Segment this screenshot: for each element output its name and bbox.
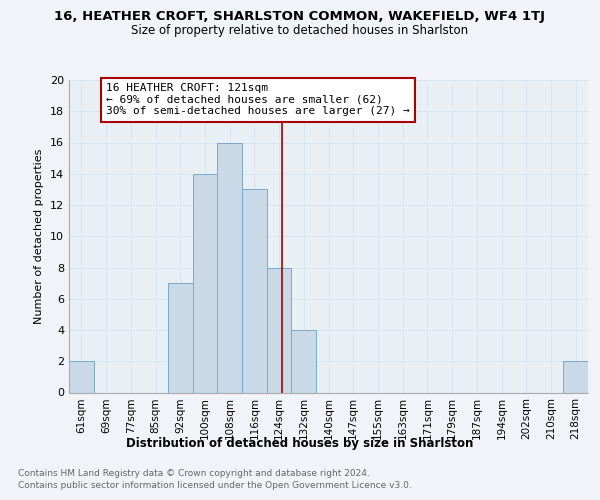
- Text: Distribution of detached houses by size in Sharlston: Distribution of detached houses by size …: [127, 438, 473, 450]
- Bar: [242, 190, 267, 392]
- Bar: [193, 174, 217, 392]
- Bar: [292, 330, 316, 392]
- Text: Contains HM Land Registry data © Crown copyright and database right 2024.: Contains HM Land Registry data © Crown c…: [18, 469, 370, 478]
- Bar: [267, 268, 292, 392]
- Bar: [168, 283, 193, 393]
- Bar: [563, 361, 588, 392]
- Text: 16, HEATHER CROFT, SHARLSTON COMMON, WAKEFIELD, WF4 1TJ: 16, HEATHER CROFT, SHARLSTON COMMON, WAK…: [55, 10, 545, 23]
- Text: Contains public sector information licensed under the Open Government Licence v3: Contains public sector information licen…: [18, 481, 412, 490]
- Bar: [217, 142, 242, 392]
- Bar: [69, 361, 94, 392]
- Y-axis label: Number of detached properties: Number of detached properties: [34, 148, 44, 324]
- Text: Size of property relative to detached houses in Sharlston: Size of property relative to detached ho…: [131, 24, 469, 37]
- Text: 16 HEATHER CROFT: 121sqm
← 69% of detached houses are smaller (62)
30% of semi-d: 16 HEATHER CROFT: 121sqm ← 69% of detach…: [106, 83, 410, 116]
